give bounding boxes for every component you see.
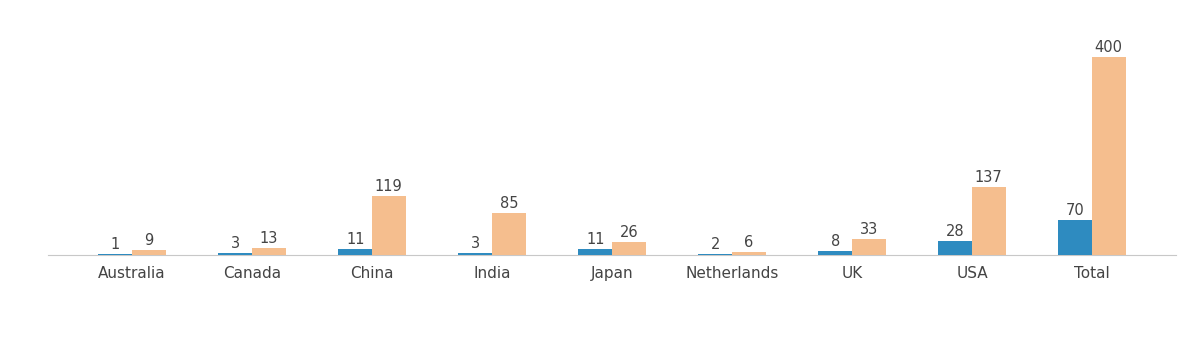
Text: 119: 119: [374, 179, 403, 194]
Bar: [612, 242, 646, 255]
Text: 1: 1: [110, 238, 120, 252]
Text: 6: 6: [744, 235, 754, 250]
Text: 13: 13: [259, 232, 278, 246]
Text: 8: 8: [830, 234, 840, 249]
Bar: [698, 254, 732, 255]
Text: 70: 70: [1066, 203, 1085, 218]
Text: 26: 26: [619, 225, 638, 240]
Text: 28: 28: [946, 224, 965, 239]
Bar: [578, 250, 612, 255]
Bar: [1092, 57, 1126, 255]
Bar: [132, 250, 166, 255]
Bar: [458, 253, 492, 255]
Bar: [252, 249, 286, 255]
Bar: [372, 196, 406, 255]
Text: 11: 11: [586, 233, 605, 247]
Bar: [972, 187, 1006, 255]
Text: 9: 9: [144, 233, 154, 249]
Text: 400: 400: [1094, 40, 1123, 55]
Text: 33: 33: [859, 222, 878, 236]
Legend: 2015 gap, 2050 gap: 2015 gap, 2050 gap: [493, 352, 731, 354]
Bar: [732, 252, 766, 255]
Text: 3: 3: [470, 236, 480, 251]
Text: 137: 137: [974, 170, 1003, 185]
Bar: [338, 250, 372, 255]
Bar: [852, 239, 886, 255]
Text: 2: 2: [710, 237, 720, 252]
Bar: [218, 253, 252, 255]
Bar: [818, 251, 852, 255]
Text: 85: 85: [499, 196, 518, 211]
Text: 11: 11: [346, 233, 365, 247]
Bar: [938, 241, 972, 255]
Text: 3: 3: [230, 236, 240, 251]
Bar: [1058, 220, 1092, 255]
Bar: [492, 213, 526, 255]
